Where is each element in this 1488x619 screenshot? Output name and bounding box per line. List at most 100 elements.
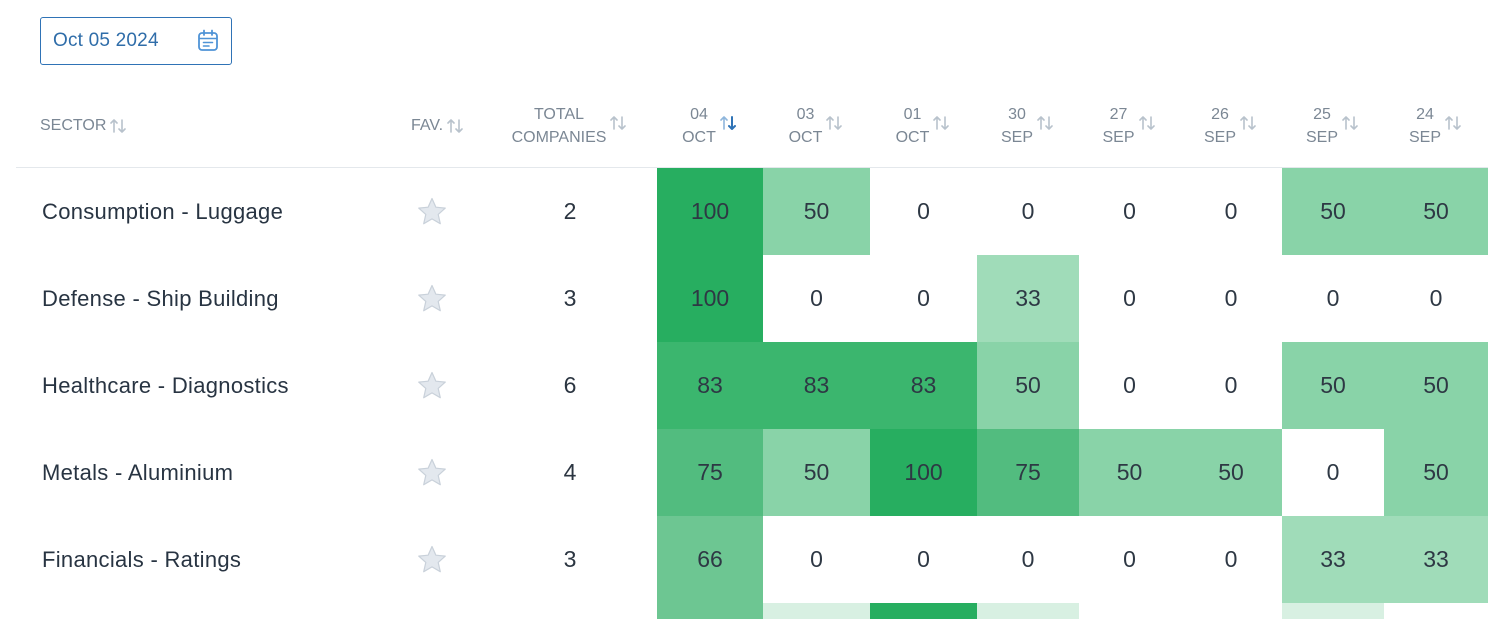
heatmap-cell[interactable] — [1180, 603, 1282, 619]
sort-icon — [1240, 116, 1256, 130]
heatmap-cell[interactable]: 0 — [1180, 342, 1282, 429]
heatmap-cell[interactable]: 83 — [870, 342, 977, 429]
heatmap-cell[interactable]: 0 — [1079, 342, 1180, 429]
column-header-date-04-oct[interactable]: 04 OCT — [657, 85, 763, 167]
heatmap-cell[interactable]: 100 — [870, 429, 977, 516]
column-header-day: 30 — [1008, 106, 1026, 123]
column-header-date-26-sep[interactable]: 26 SEP — [1180, 85, 1282, 167]
favorite-toggle[interactable] — [382, 168, 482, 255]
star-icon[interactable] — [416, 283, 448, 315]
column-header-total-companies[interactable]: TOTAL COMPANIES — [500, 85, 640, 167]
column-header-day: 24 — [1416, 106, 1434, 123]
heatmap-cell[interactable]: 33 — [1282, 516, 1384, 603]
column-header-sector[interactable]: SECTOR — [40, 85, 160, 167]
heatmap-cell[interactable]: 0 — [977, 516, 1079, 603]
heatmap-cell[interactable]: 75 — [977, 429, 1079, 516]
table-row[interactable]: Healthcare - Diagnostics 6 83 83 83 50 0 0 50 50 — [16, 342, 1488, 429]
star-icon[interactable] — [416, 457, 448, 489]
heatmap-cell[interactable]: 50 — [1384, 168, 1488, 255]
table-row[interactable]: Financials - Ratings 3 66 0 0 0 0 0 33 33 — [16, 516, 1488, 603]
column-header-fav[interactable]: FAV. — [388, 85, 488, 167]
table-header: SECTOR FAV. TOTAL COMPANIES 04 OCT 03 OCT 0 — [16, 85, 1488, 168]
heatmap-cell[interactable]: 50 — [1282, 168, 1384, 255]
heatmap-cell[interactable]: 100 — [657, 168, 763, 255]
sector-name[interactable]: Financials - Ratings — [42, 546, 242, 572]
heatmap-cell[interactable]: 33 — [1384, 516, 1488, 603]
heatmap-cell[interactable]: 0 — [977, 168, 1079, 255]
heatmap-cell[interactable]: 66 — [657, 516, 763, 603]
heatmap-cell[interactable]: 50 — [763, 168, 870, 255]
column-header-total-line2: COMPANIES — [511, 129, 607, 146]
heatmap-cell[interactable]: 0 — [1282, 255, 1384, 342]
heatmap-cell[interactable]: 83 — [763, 342, 870, 429]
heatmap-cell[interactable] — [1079, 603, 1180, 619]
heatmap-cell[interactable]: 33 — [977, 255, 1079, 342]
column-header-month: SEP — [1408, 129, 1441, 146]
sector-name[interactable]: Defense - Ship Building — [42, 285, 279, 311]
heatmap-cell[interactable] — [657, 603, 763, 619]
heatmap-cell[interactable] — [870, 603, 977, 619]
total-companies-value: 3 — [563, 285, 577, 311]
column-header-month: SEP — [1203, 129, 1236, 146]
column-header-date-25-sep[interactable]: 25 SEP — [1282, 85, 1384, 167]
column-header-date-label: 04 OCT — [682, 103, 716, 149]
column-header-date-label: 25 SEP — [1306, 103, 1338, 149]
column-header-month: SEP — [1102, 129, 1135, 146]
heatmap-cell[interactable]: 0 — [1079, 168, 1180, 255]
heatmap-cell[interactable] — [1384, 603, 1488, 619]
table-row[interactable]: Consumption - Luggage 2 100 50 0 0 0 0 50 50 — [16, 168, 1488, 255]
heatmap-cell[interactable]: 50 — [1384, 429, 1488, 516]
column-header-date-01-oct[interactable]: 01 OCT — [870, 85, 977, 167]
column-header-date-27-sep[interactable]: 27 SEP — [1079, 85, 1180, 167]
column-header-day: 27 — [1109, 106, 1128, 123]
heatmap-cell[interactable]: 0 — [1282, 429, 1384, 516]
table-row-partial[interactable] — [16, 603, 1488, 619]
heatmap-cell[interactable]: 0 — [1079, 516, 1180, 603]
column-header-date-label: 27 SEP — [1102, 103, 1134, 149]
column-header-date-30-sep[interactable]: 30 SEP — [977, 85, 1079, 167]
table-row[interactable]: Metals - Aluminium 4 75 50 100 75 50 50 0 50 — [16, 429, 1488, 516]
heatmap-cell[interactable]: 50 — [1282, 342, 1384, 429]
heatmap-cell[interactable]: 50 — [1384, 342, 1488, 429]
heatmap-cell[interactable] — [1282, 603, 1384, 619]
sector-name[interactable]: Consumption - Luggage — [42, 198, 284, 224]
heatmap-cell[interactable]: 0 — [1180, 168, 1282, 255]
heatmap-cell[interactable]: 100 — [657, 255, 763, 342]
column-header-date-03-oct[interactable]: 03 OCT — [763, 85, 870, 167]
heatmap-cell[interactable]: 0 — [1180, 516, 1282, 603]
heatmap-cell[interactable]: 0 — [1384, 255, 1488, 342]
favorite-toggle[interactable] — [382, 516, 482, 603]
column-header-date-24-sep[interactable]: 24 SEP — [1384, 85, 1488, 167]
star-icon[interactable] — [416, 196, 448, 228]
sector-name[interactable]: Healthcare - Diagnostics — [42, 372, 289, 398]
favorite-toggle[interactable] — [382, 429, 482, 516]
heatmap-cell[interactable]: 50 — [1180, 429, 1282, 516]
column-header-total-label: TOTAL COMPANIES — [512, 103, 607, 149]
star-icon[interactable] — [416, 544, 448, 576]
heatmap-cell[interactable]: 0 — [763, 516, 870, 603]
heatmap-cell[interactable]: 0 — [763, 255, 870, 342]
heatmap-cell[interactable] — [977, 603, 1079, 619]
favorite-toggle[interactable] — [382, 255, 482, 342]
heatmap-cell[interactable]: 50 — [1079, 429, 1180, 516]
column-header-date-label: 30 SEP — [1001, 103, 1033, 149]
heatmap-cell[interactable]: 50 — [977, 342, 1079, 429]
total-companies-value: 3 — [563, 546, 577, 572]
sort-icon — [826, 116, 843, 130]
heatmap-cell[interactable]: 0 — [1079, 255, 1180, 342]
calendar-icon — [198, 29, 218, 51]
heatmap-cell[interactable]: 83 — [657, 342, 763, 429]
date-picker[interactable]: Oct 05 2024 — [40, 17, 232, 65]
heatmap-cell[interactable] — [763, 603, 870, 619]
table-row[interactable]: Defense - Ship Building 3 100 0 0 33 0 0 0 0 — [16, 255, 1488, 342]
heatmap-cell[interactable]: 75 — [657, 429, 763, 516]
sector-name[interactable]: Metals - Aluminium — [42, 459, 234, 485]
star-icon[interactable] — [416, 370, 448, 402]
heatmap-cell[interactable]: 0 — [870, 168, 977, 255]
heatmap-cell[interactable]: 0 — [870, 516, 977, 603]
total-companies-value: 6 — [563, 372, 577, 398]
heatmap-cell[interactable]: 0 — [1180, 255, 1282, 342]
favorite-toggle[interactable] — [382, 342, 482, 429]
heatmap-cell[interactable]: 0 — [870, 255, 977, 342]
heatmap-cell[interactable]: 50 — [763, 429, 870, 516]
